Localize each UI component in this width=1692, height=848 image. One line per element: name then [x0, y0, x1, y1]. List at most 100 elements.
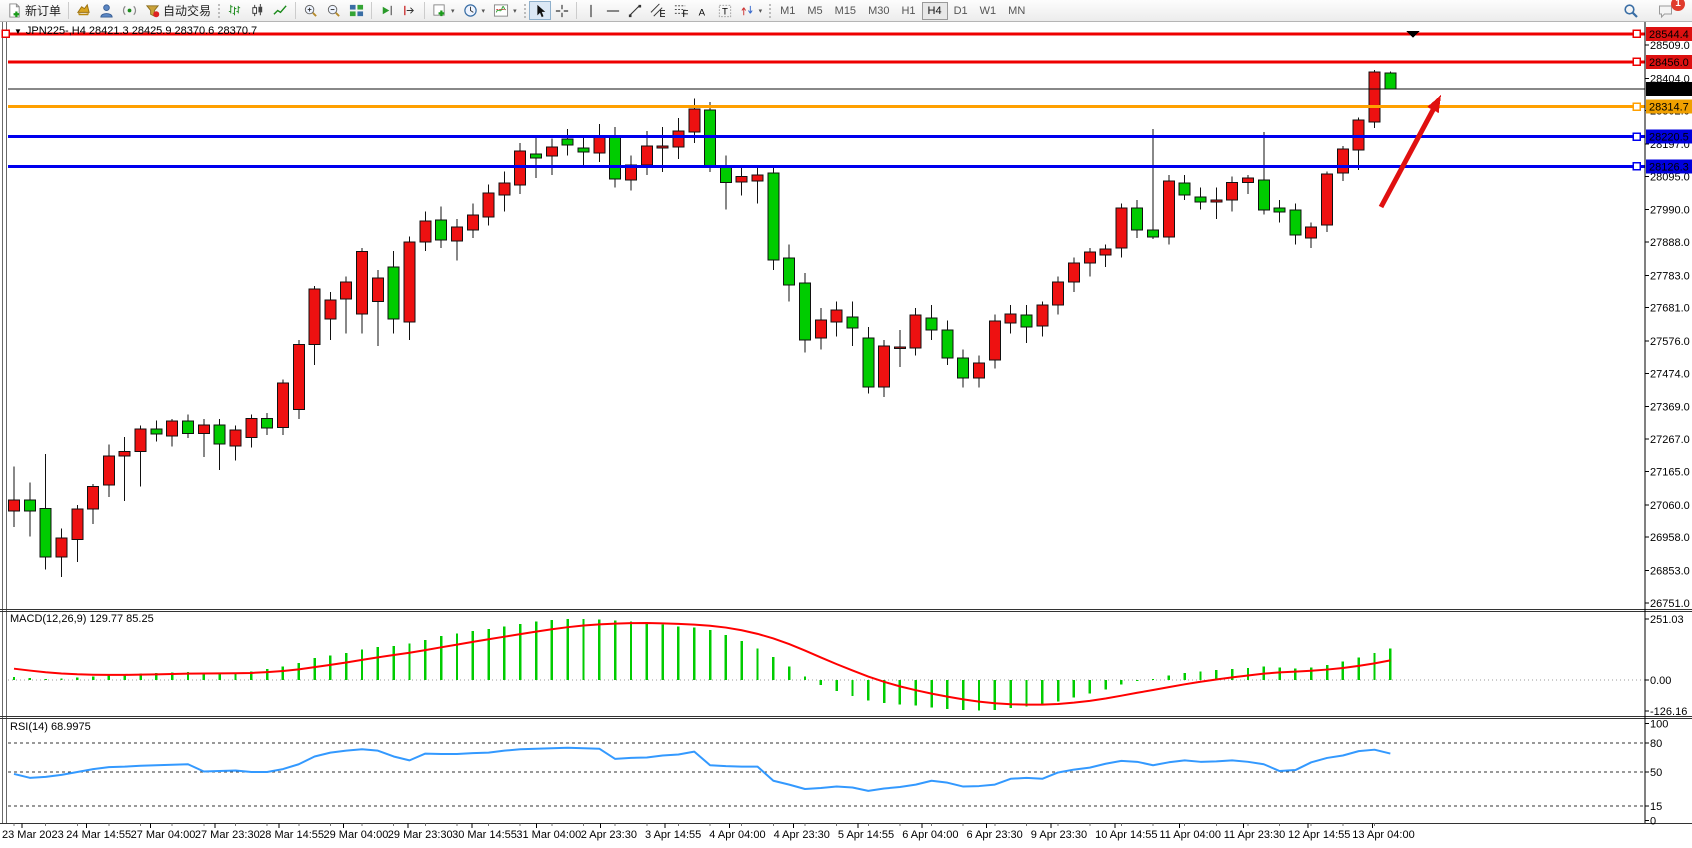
svg-text:26958.0: 26958.0 — [1650, 532, 1690, 544]
fibonacci-tool-button[interactable]: F — [669, 1, 692, 20]
line-chart-button[interactable] — [269, 1, 292, 20]
svg-text:T: T — [722, 6, 728, 17]
indicators-button[interactable]: ▾ — [489, 1, 521, 20]
new-chart-button[interactable]: ▾ — [428, 1, 459, 20]
separator — [424, 2, 426, 19]
signal-icon — [122, 5, 137, 16]
svg-text:A: A — [698, 7, 705, 18]
svg-text:28095.0: 28095.0 — [1650, 171, 1690, 183]
auto-trading-label: 自动交易 — [163, 4, 212, 18]
timeframe-m30-button[interactable]: M30 — [862, 2, 895, 20]
svg-text:E: E — [659, 9, 665, 18]
chat-button[interactable]: 1 — [1653, 0, 1685, 20]
fibonacci-icon: F — [674, 5, 688, 18]
timeframe-m15-button[interactable]: M15 — [829, 2, 862, 20]
zoom-out-icon — [327, 4, 340, 17]
chart-shift-icon — [404, 5, 414, 16]
timeframe-h4-button[interactable]: H4 — [921, 1, 948, 20]
new-order-button[interactable]: 新订单 — [3, 1, 65, 20]
rsi-indicator-label: RSI(14) 68.9975 — [10, 721, 91, 733]
svg-text:27369.0: 27369.0 — [1650, 402, 1690, 414]
line-chart-icon — [273, 5, 287, 15]
svg-text:0.00: 0.00 — [1650, 675, 1671, 687]
svg-text:27474.0: 27474.0 — [1650, 368, 1690, 380]
market-watch-button[interactable] — [72, 1, 95, 20]
svg-text:12 Apr 14:55: 12 Apr 14:55 — [1288, 829, 1350, 841]
zoom-out-button[interactable] — [322, 1, 345, 20]
period-button[interactable]: ▾ — [459, 1, 490, 20]
chevron-down-icon: ▾ — [451, 7, 455, 15]
timeframe-d1-button[interactable]: D1 — [948, 2, 974, 20]
svg-text:2 Apr 23:30: 2 Apr 23:30 — [581, 829, 637, 841]
trendline-tool-button[interactable] — [624, 1, 646, 20]
svg-text:10 Apr 14:55: 10 Apr 14:55 — [1095, 829, 1157, 841]
svg-text:80: 80 — [1650, 738, 1662, 750]
bar-chart-button[interactable] — [223, 1, 246, 20]
symbol-menu-icon: ▼ — [14, 26, 22, 36]
svg-text:27681.0: 27681.0 — [1650, 303, 1690, 315]
svg-text:28314.7: 28314.7 — [1649, 102, 1689, 114]
zoom-in-button[interactable] — [299, 1, 322, 20]
text-icon: A — [698, 7, 705, 18]
svg-text:11 Apr 23:30: 11 Apr 23:30 — [1224, 829, 1286, 841]
svg-text:4 Apr 23:30: 4 Apr 23:30 — [774, 829, 830, 841]
toolbar: 新订单 自动交易 — [0, 0, 1692, 22]
svg-text:11 Apr 04:00: 11 Apr 04:00 — [1159, 829, 1221, 841]
svg-text:251.03: 251.03 — [1650, 614, 1684, 626]
terminal-icon — [100, 4, 113, 18]
svg-text:0: 0 — [1650, 816, 1656, 828]
svg-text:24 Mar 14:55: 24 Mar 14:55 — [66, 829, 131, 841]
chart-shift-button[interactable] — [398, 1, 421, 20]
new-order-icon — [9, 3, 20, 18]
toolbar-grip — [768, 2, 773, 19]
timeframe-m5-button[interactable]: M5 — [801, 2, 828, 20]
svg-text:27 Mar 04:00: 27 Mar 04:00 — [131, 829, 196, 841]
svg-text:28 Mar 14:55: 28 Mar 14:55 — [259, 829, 324, 841]
text-label-icon: T — [718, 4, 731, 17]
arrows-tool-button[interactable]: ▾ — [736, 1, 767, 20]
zoom-in-icon — [304, 4, 317, 17]
indicators-icon — [494, 4, 509, 17]
candlestick-chart-button[interactable] — [246, 1, 269, 20]
macd-indicator-label: MACD(12,26,9) 129.77 85.25 — [10, 613, 154, 625]
timeframe-m1-button[interactable]: M1 — [774, 2, 801, 20]
search-button[interactable] — [1619, 1, 1643, 20]
timeframe-mn-button[interactable]: MN — [1002, 2, 1031, 20]
separator — [371, 2, 373, 19]
equidistant-channel-icon: E — [650, 3, 665, 18]
vertical-line-tool-button[interactable] — [580, 1, 602, 20]
svg-text:28456.0: 28456.0 — [1649, 57, 1689, 69]
text-label-tool-button[interactable]: T — [714, 1, 736, 20]
auto-scroll-button[interactable] — [375, 1, 398, 20]
tile-windows-button[interactable] — [345, 1, 368, 20]
svg-text:100: 100 — [1650, 719, 1668, 731]
cursor-tool-button[interactable] — [528, 1, 551, 20]
separator — [295, 2, 297, 19]
chevron-down-icon: ▾ — [481, 7, 486, 15]
svg-text:28544.4: 28544.4 — [1649, 29, 1689, 41]
crosshair-tool-button[interactable] — [551, 1, 573, 20]
signals-button[interactable] — [118, 1, 141, 20]
svg-text:3 Apr 14:55: 3 Apr 14:55 — [645, 829, 701, 841]
svg-text:27165.0: 27165.0 — [1650, 466, 1690, 478]
svg-text:29 Mar 04:00: 29 Mar 04:00 — [324, 829, 389, 841]
tile-windows-icon — [349, 4, 364, 17]
auto-trading-button[interactable]: 自动交易 — [141, 1, 215, 20]
svg-text:31 Mar 04:00: 31 Mar 04:00 — [516, 829, 581, 841]
equidistant-channel-tool-button[interactable]: E — [646, 1, 669, 20]
svg-text:-126.16: -126.16 — [1650, 706, 1687, 718]
svg-text:27888.0: 27888.0 — [1650, 237, 1690, 249]
horizontal-line-tool-button[interactable] — [602, 1, 624, 20]
timeframe-h1-button[interactable]: H1 — [895, 2, 921, 20]
text-tool-button[interactable]: A — [692, 1, 714, 20]
svg-text:27060.0: 27060.0 — [1650, 500, 1690, 512]
svg-text:27783.0: 27783.0 — [1650, 270, 1690, 282]
timeframe-w1-button[interactable]: W1 — [974, 2, 1003, 20]
svg-text:26853.0: 26853.0 — [1650, 565, 1690, 577]
new-chart-icon — [433, 4, 445, 17]
terminal-button[interactable] — [95, 1, 118, 20]
svg-text:28220.5: 28220.5 — [1649, 132, 1689, 144]
svg-text:50: 50 — [1650, 767, 1662, 779]
